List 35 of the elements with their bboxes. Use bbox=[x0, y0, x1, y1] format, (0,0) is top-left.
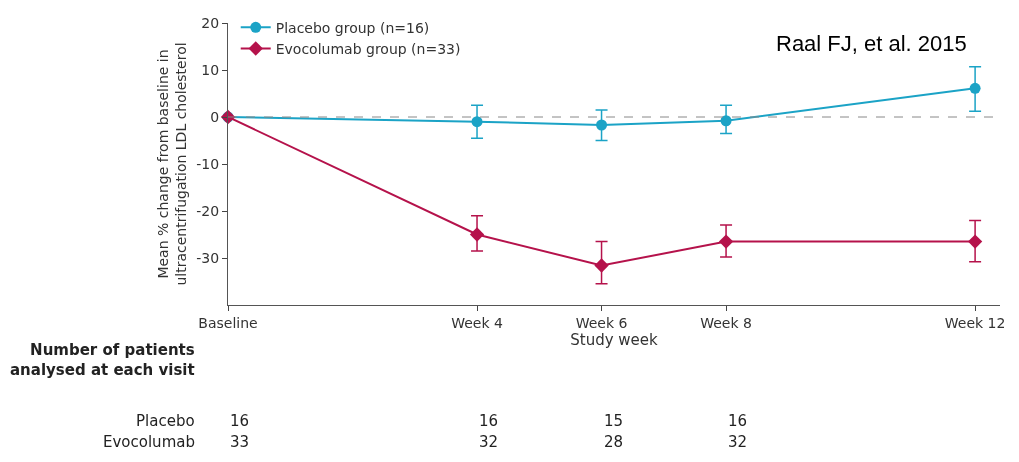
point bbox=[594, 258, 609, 273]
x-tick-label: Week 8 bbox=[700, 314, 752, 331]
text: Placebo bbox=[136, 412, 195, 430]
x-tick-label: Baseline bbox=[198, 314, 258, 331]
text: 16 bbox=[728, 412, 748, 430]
point bbox=[969, 82, 981, 94]
text: 28 bbox=[604, 433, 624, 451]
point bbox=[718, 234, 734, 249]
text: Evocolumab bbox=[103, 433, 195, 451]
y-tick-label: 10 bbox=[201, 61, 220, 78]
x-tick-label: Week 4 bbox=[451, 314, 503, 331]
y-tick-label: 20 bbox=[201, 14, 220, 31]
point bbox=[720, 115, 732, 127]
text: 16 bbox=[230, 412, 250, 430]
text: 32 bbox=[479, 433, 499, 451]
point bbox=[471, 116, 483, 128]
y-axis-title: Mean % change from baseline in ultracentrifugation LDL cholesterol bbox=[154, 42, 189, 286]
y-tick-label: 0 bbox=[210, 108, 220, 125]
x-tick-label: Week 6 bbox=[575, 314, 628, 331]
point bbox=[469, 227, 485, 242]
y-tick-label: -10 bbox=[196, 155, 220, 172]
legend-label: Placebo group (n=16) bbox=[275, 19, 430, 36]
y-tick-label: -30 bbox=[196, 249, 220, 266]
point bbox=[596, 119, 608, 131]
text: 32 bbox=[728, 433, 748, 451]
point bbox=[967, 234, 983, 249]
text: 16 bbox=[479, 412, 499, 430]
x-axis-title: Study week bbox=[570, 330, 659, 349]
text: 33 bbox=[230, 433, 250, 451]
text: 15 bbox=[604, 412, 624, 430]
legend-label: Evocolumab group (n=33) bbox=[275, 40, 461, 57]
y-tick-label: -20 bbox=[196, 202, 220, 219]
text: Number of patients analysed at each visit bbox=[10, 341, 195, 379]
annotation: Raal FJ, et al. 2015 bbox=[776, 31, 967, 56]
x-tick-label: Week 12 bbox=[944, 314, 1006, 331]
